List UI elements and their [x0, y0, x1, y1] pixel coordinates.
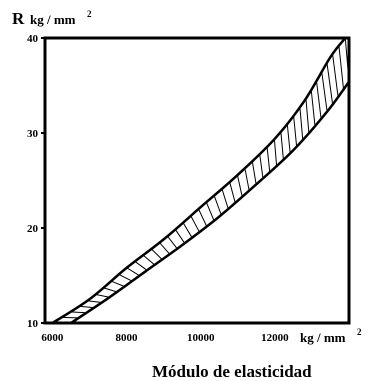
hatch-line [244, 167, 250, 191]
hatch-line [126, 267, 140, 277]
hatch-line [286, 122, 291, 154]
hatch-line [221, 188, 229, 209]
hatch-line [87, 300, 102, 303]
hatch-line [110, 280, 125, 287]
hatch-line [134, 261, 148, 271]
hatch-line [236, 174, 243, 197]
hatch-line [321, 71, 328, 112]
hatch-line [213, 195, 222, 216]
hatch-line [142, 254, 155, 266]
x-tick-label: 10000 [187, 332, 215, 344]
hatch-line [280, 131, 284, 160]
plot-frame [43, 36, 351, 325]
hatch-line [251, 160, 257, 185]
hatch-line [315, 80, 322, 119]
x-tick-label: 12000 [261, 332, 289, 344]
upper-bound-curve [51, 38, 347, 323]
hatch-line [332, 54, 339, 97]
band-group [51, 38, 349, 323]
x-axis-title: Módulo de elasticidad [152, 362, 312, 381]
data-band [51, 38, 349, 323]
x-tick-label: 8000 [116, 332, 139, 344]
hatch-line [190, 215, 200, 233]
hatch-line [259, 153, 264, 179]
hatch-line [299, 106, 304, 140]
y-tick-label: 10 [27, 318, 39, 330]
hatch-line [344, 38, 349, 82]
y-ticks: 10 20 30 40 [27, 33, 46, 330]
x-tick-label: 6000 [41, 332, 64, 344]
hatch-line [266, 146, 271, 172]
hatch-line [198, 208, 208, 227]
hatch-line [293, 114, 298, 147]
lower-bound-curve [70, 80, 349, 323]
hatch-line [310, 89, 316, 126]
x-ticks: 6000 8000 10000 12000 [41, 332, 289, 344]
x-axis-unit: kg / mm [300, 330, 346, 345]
hatch-line [174, 229, 186, 244]
hatch-line [273, 139, 278, 166]
y-tick-label: 40 [27, 33, 39, 45]
x-axis-unit-sup: 2 [357, 327, 362, 337]
y-tick-label: 30 [27, 128, 39, 140]
y-axis-label-sup: 2 [87, 9, 92, 19]
y-tick-label: 20 [27, 223, 39, 235]
hatch-line [118, 273, 133, 282]
y-axis-label-main: R [12, 9, 25, 28]
y-axis-label-unit: kg / mm [30, 12, 76, 27]
hatch-line [205, 202, 215, 221]
hatch-line [326, 62, 334, 105]
hatch-line [182, 222, 193, 238]
hatch-line [159, 242, 171, 255]
hatch-line [229, 181, 236, 203]
hatch-line [167, 235, 178, 249]
hatch-line [95, 293, 110, 298]
hatch-line [102, 287, 118, 293]
hatch-line [150, 248, 163, 260]
hatch-line [305, 98, 310, 133]
hatch-line [338, 46, 345, 90]
